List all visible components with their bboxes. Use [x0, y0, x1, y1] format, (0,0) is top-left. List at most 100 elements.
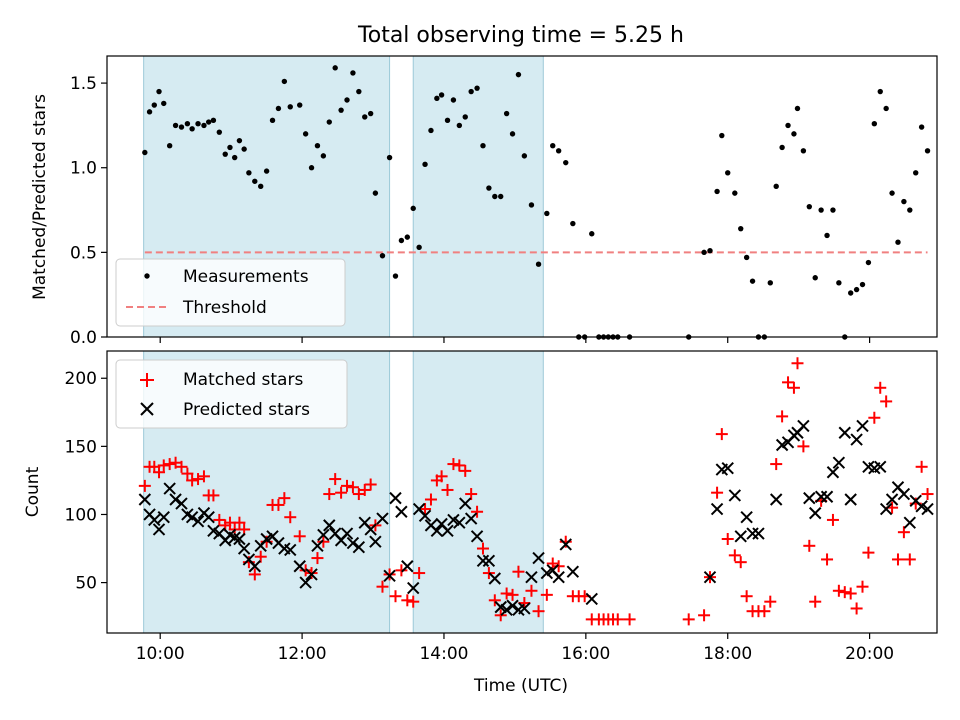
measurement-point — [386, 154, 393, 161]
matched-point — [740, 590, 753, 603]
predicted-point-b — [838, 426, 851, 439]
matched-point — [413, 567, 426, 580]
measurement-point — [800, 148, 807, 154]
measurement-point — [281, 78, 288, 85]
matched-point — [494, 609, 507, 622]
predicted-point-b — [369, 535, 382, 548]
predicted-point-b — [272, 536, 285, 550]
ratio-x-ticks — [159, 337, 871, 343]
x-axis-label: Time (UTC) — [473, 676, 568, 696]
matched-point — [435, 470, 448, 483]
predicted-point — [488, 572, 502, 585]
predicted-point-b — [169, 493, 182, 506]
y-tick-label: 150 — [65, 437, 97, 457]
predicted-point-b — [874, 460, 887, 474]
measurement-point — [767, 280, 773, 286]
matched-point — [181, 467, 194, 480]
predicted-point — [703, 570, 717, 584]
predicted-point-b — [856, 419, 869, 433]
predicted-point-b — [138, 493, 152, 506]
predicted-point — [293, 560, 306, 573]
predicted-point — [826, 466, 840, 479]
predicted-point-b — [552, 570, 565, 584]
measurement-point — [392, 273, 399, 279]
matched-point — [623, 613, 636, 626]
predicted-point — [395, 505, 408, 518]
predicted-point-b — [383, 569, 396, 582]
predicted-point-b — [721, 461, 734, 475]
predicted-point — [552, 570, 565, 584]
measurement-point — [791, 131, 797, 137]
matched-point — [721, 533, 734, 545]
predicted-point — [346, 536, 360, 550]
predicted-point — [152, 523, 166, 536]
measurement-point — [913, 170, 919, 176]
predicted-point-b — [850, 433, 863, 446]
matched-point — [389, 590, 402, 603]
predicted-point-b — [430, 524, 444, 538]
matched-point — [248, 568, 261, 581]
predicted-point-b — [844, 493, 857, 506]
predicted-point-b — [328, 527, 342, 540]
measurement-point — [732, 190, 738, 196]
measurement-point — [468, 88, 474, 95]
ratio-y-axis-label: Matched/Predicted stars — [30, 94, 50, 300]
predicted-point-b — [885, 493, 899, 506]
measurement-point — [725, 170, 731, 176]
measurement-point — [231, 154, 238, 161]
matched-point — [611, 613, 624, 626]
legend-matched-label: Matched stars — [183, 370, 303, 390]
matched-point — [341, 479, 354, 492]
predicted-point — [506, 599, 519, 612]
measurement-point — [707, 247, 713, 254]
measurement-point — [509, 131, 516, 137]
predicted-point-b — [734, 530, 747, 543]
predicted-point — [850, 433, 863, 446]
measurement-point — [222, 151, 228, 157]
predicted-point-b — [175, 497, 188, 510]
matched-point — [376, 580, 389, 593]
measurement-point — [701, 249, 707, 256]
count-legend-box — [115, 359, 348, 429]
measurement-point — [287, 104, 293, 110]
predicted-point-b — [826, 466, 840, 479]
predicted-point-b — [278, 542, 291, 555]
predicted-point-b — [546, 564, 559, 577]
measurement-point — [830, 207, 836, 213]
measurement-point — [146, 109, 153, 115]
predicted-point-b — [346, 536, 360, 550]
measurement-point — [210, 117, 217, 124]
matched-point — [559, 535, 572, 548]
matched-point — [419, 503, 432, 516]
matched-point — [868, 411, 881, 424]
predicted-point — [500, 603, 513, 617]
predicted-point — [585, 592, 598, 606]
predicted-point — [710, 502, 724, 516]
matched-point — [395, 564, 408, 577]
matched-point — [138, 479, 151, 492]
count-plot-frame — [106, 350, 938, 634]
predicted-point — [233, 532, 246, 546]
matched-point — [482, 567, 495, 580]
predicted-point-b — [494, 600, 507, 614]
predicted-point — [856, 419, 869, 433]
measurement-point — [498, 193, 504, 200]
matched-point — [758, 605, 771, 618]
y-tick-label: 1.5 — [70, 74, 97, 94]
predicted-point-b — [323, 519, 336, 532]
measurement-point — [871, 121, 878, 127]
measurement-point — [515, 71, 522, 78]
predicted-point — [879, 502, 893, 516]
measurement-point — [236, 137, 243, 144]
measurement-point — [785, 122, 791, 129]
matched-point — [335, 486, 348, 499]
predicted-point — [921, 502, 934, 516]
count-y-axis-label: Count — [23, 466, 43, 517]
predicted-point — [518, 602, 531, 615]
predicted-point-b — [152, 523, 166, 536]
predicted-point — [237, 542, 251, 555]
matched-point — [698, 609, 711, 622]
measurement-point — [859, 281, 866, 288]
predicted-point-b — [352, 540, 366, 554]
matched-point — [711, 486, 724, 499]
